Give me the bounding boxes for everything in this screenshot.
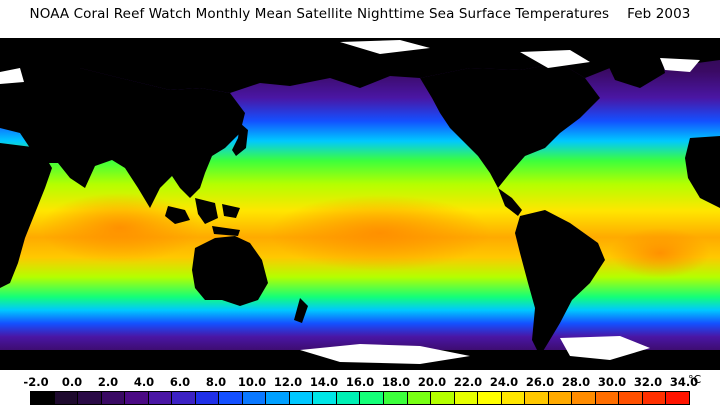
color-swatch xyxy=(313,392,337,404)
color-swatch xyxy=(525,392,549,404)
land-indonesia xyxy=(165,198,240,236)
warm-pool-indian xyxy=(40,193,200,263)
color-swatch xyxy=(501,392,526,404)
color-swatch xyxy=(242,392,267,404)
warm-pool-pacific xyxy=(270,195,490,271)
title-text: NOAA Coral Reef Watch Monthly Mean Satel… xyxy=(29,6,610,22)
color-swatch xyxy=(148,392,173,404)
legend-unit: °C xyxy=(688,373,702,386)
legend-tick-label: 26.0 xyxy=(525,375,555,389)
legend-tick-label: 22.0 xyxy=(453,375,483,389)
land-greenland xyxy=(600,48,665,88)
sea-ice-antarctic xyxy=(300,336,650,364)
color-swatch xyxy=(336,392,361,404)
legend-tick-label: 4.0 xyxy=(133,375,155,389)
title-date: Feb 2003 xyxy=(627,6,691,22)
color-swatch xyxy=(101,392,126,404)
figure-title: NOAA Coral Reef Watch Monthly Mean Satel… xyxy=(0,6,720,22)
legend-tick-label: 28.0 xyxy=(561,375,591,389)
color-swatch xyxy=(78,392,102,404)
legend-tick-label: 32.0 xyxy=(633,375,663,389)
color-swatch xyxy=(195,392,220,404)
color-swatch xyxy=(383,392,408,404)
color-swatch xyxy=(31,392,55,404)
color-swatch xyxy=(548,392,573,404)
color-swatch xyxy=(642,392,667,404)
color-swatch xyxy=(266,392,290,404)
legend-tick-label: 24.0 xyxy=(489,375,519,389)
color-swatch xyxy=(666,392,689,404)
legend-tick-label: 10.0 xyxy=(237,375,267,389)
color-swatch xyxy=(619,392,643,404)
color-swatch xyxy=(407,392,432,404)
color-swatch xyxy=(54,392,79,404)
legend-tick-label: -2.0 xyxy=(23,375,49,389)
legend-tick-label: 6.0 xyxy=(169,375,191,389)
color-swatch xyxy=(478,392,502,404)
color-swatch xyxy=(289,392,314,404)
legend-ticks: -2.0 0.0 2.0 4.0 6.0 8.0 10.0 12.0 14.0 16.0 18.0 2… xyxy=(0,373,720,389)
land-africa-west xyxy=(0,143,52,288)
color-swatch xyxy=(360,392,384,404)
legend-tick-label: 12.0 xyxy=(273,375,303,389)
legend-tick-label: 18.0 xyxy=(381,375,411,389)
legend-tick-label: 16.0 xyxy=(345,375,375,389)
sea-ice-arctic xyxy=(0,40,700,84)
sst-map xyxy=(0,38,720,370)
legend-tick-label: 8.0 xyxy=(205,375,227,389)
color-swatch xyxy=(431,392,455,404)
color-swatch xyxy=(125,392,149,404)
land-africa-east xyxy=(685,136,720,208)
land-australia xyxy=(192,236,268,306)
warm-pool-atlantic xyxy=(610,228,710,278)
land-japan xyxy=(232,123,248,156)
legend-tick-label: 20.0 xyxy=(417,375,447,389)
legend-tick-label: 2.0 xyxy=(97,375,119,389)
color-swatch xyxy=(595,392,620,404)
legend-tick-label: 30.0 xyxy=(597,375,627,389)
legend-tick-label: 14.0 xyxy=(309,375,339,389)
land-asia xyxy=(0,63,245,208)
color-swatch xyxy=(454,392,479,404)
land-north-america xyxy=(420,63,600,188)
legend-tick-label: 0.0 xyxy=(61,375,83,389)
land-central-america xyxy=(498,188,522,216)
color-swatch xyxy=(172,392,196,404)
color-swatch xyxy=(572,392,596,404)
color-scale xyxy=(30,391,690,405)
legend-tick-label: 34.0 xyxy=(669,375,699,389)
land-south-america xyxy=(515,210,605,356)
land-new-zealand xyxy=(294,298,308,323)
color-swatch xyxy=(219,392,243,404)
